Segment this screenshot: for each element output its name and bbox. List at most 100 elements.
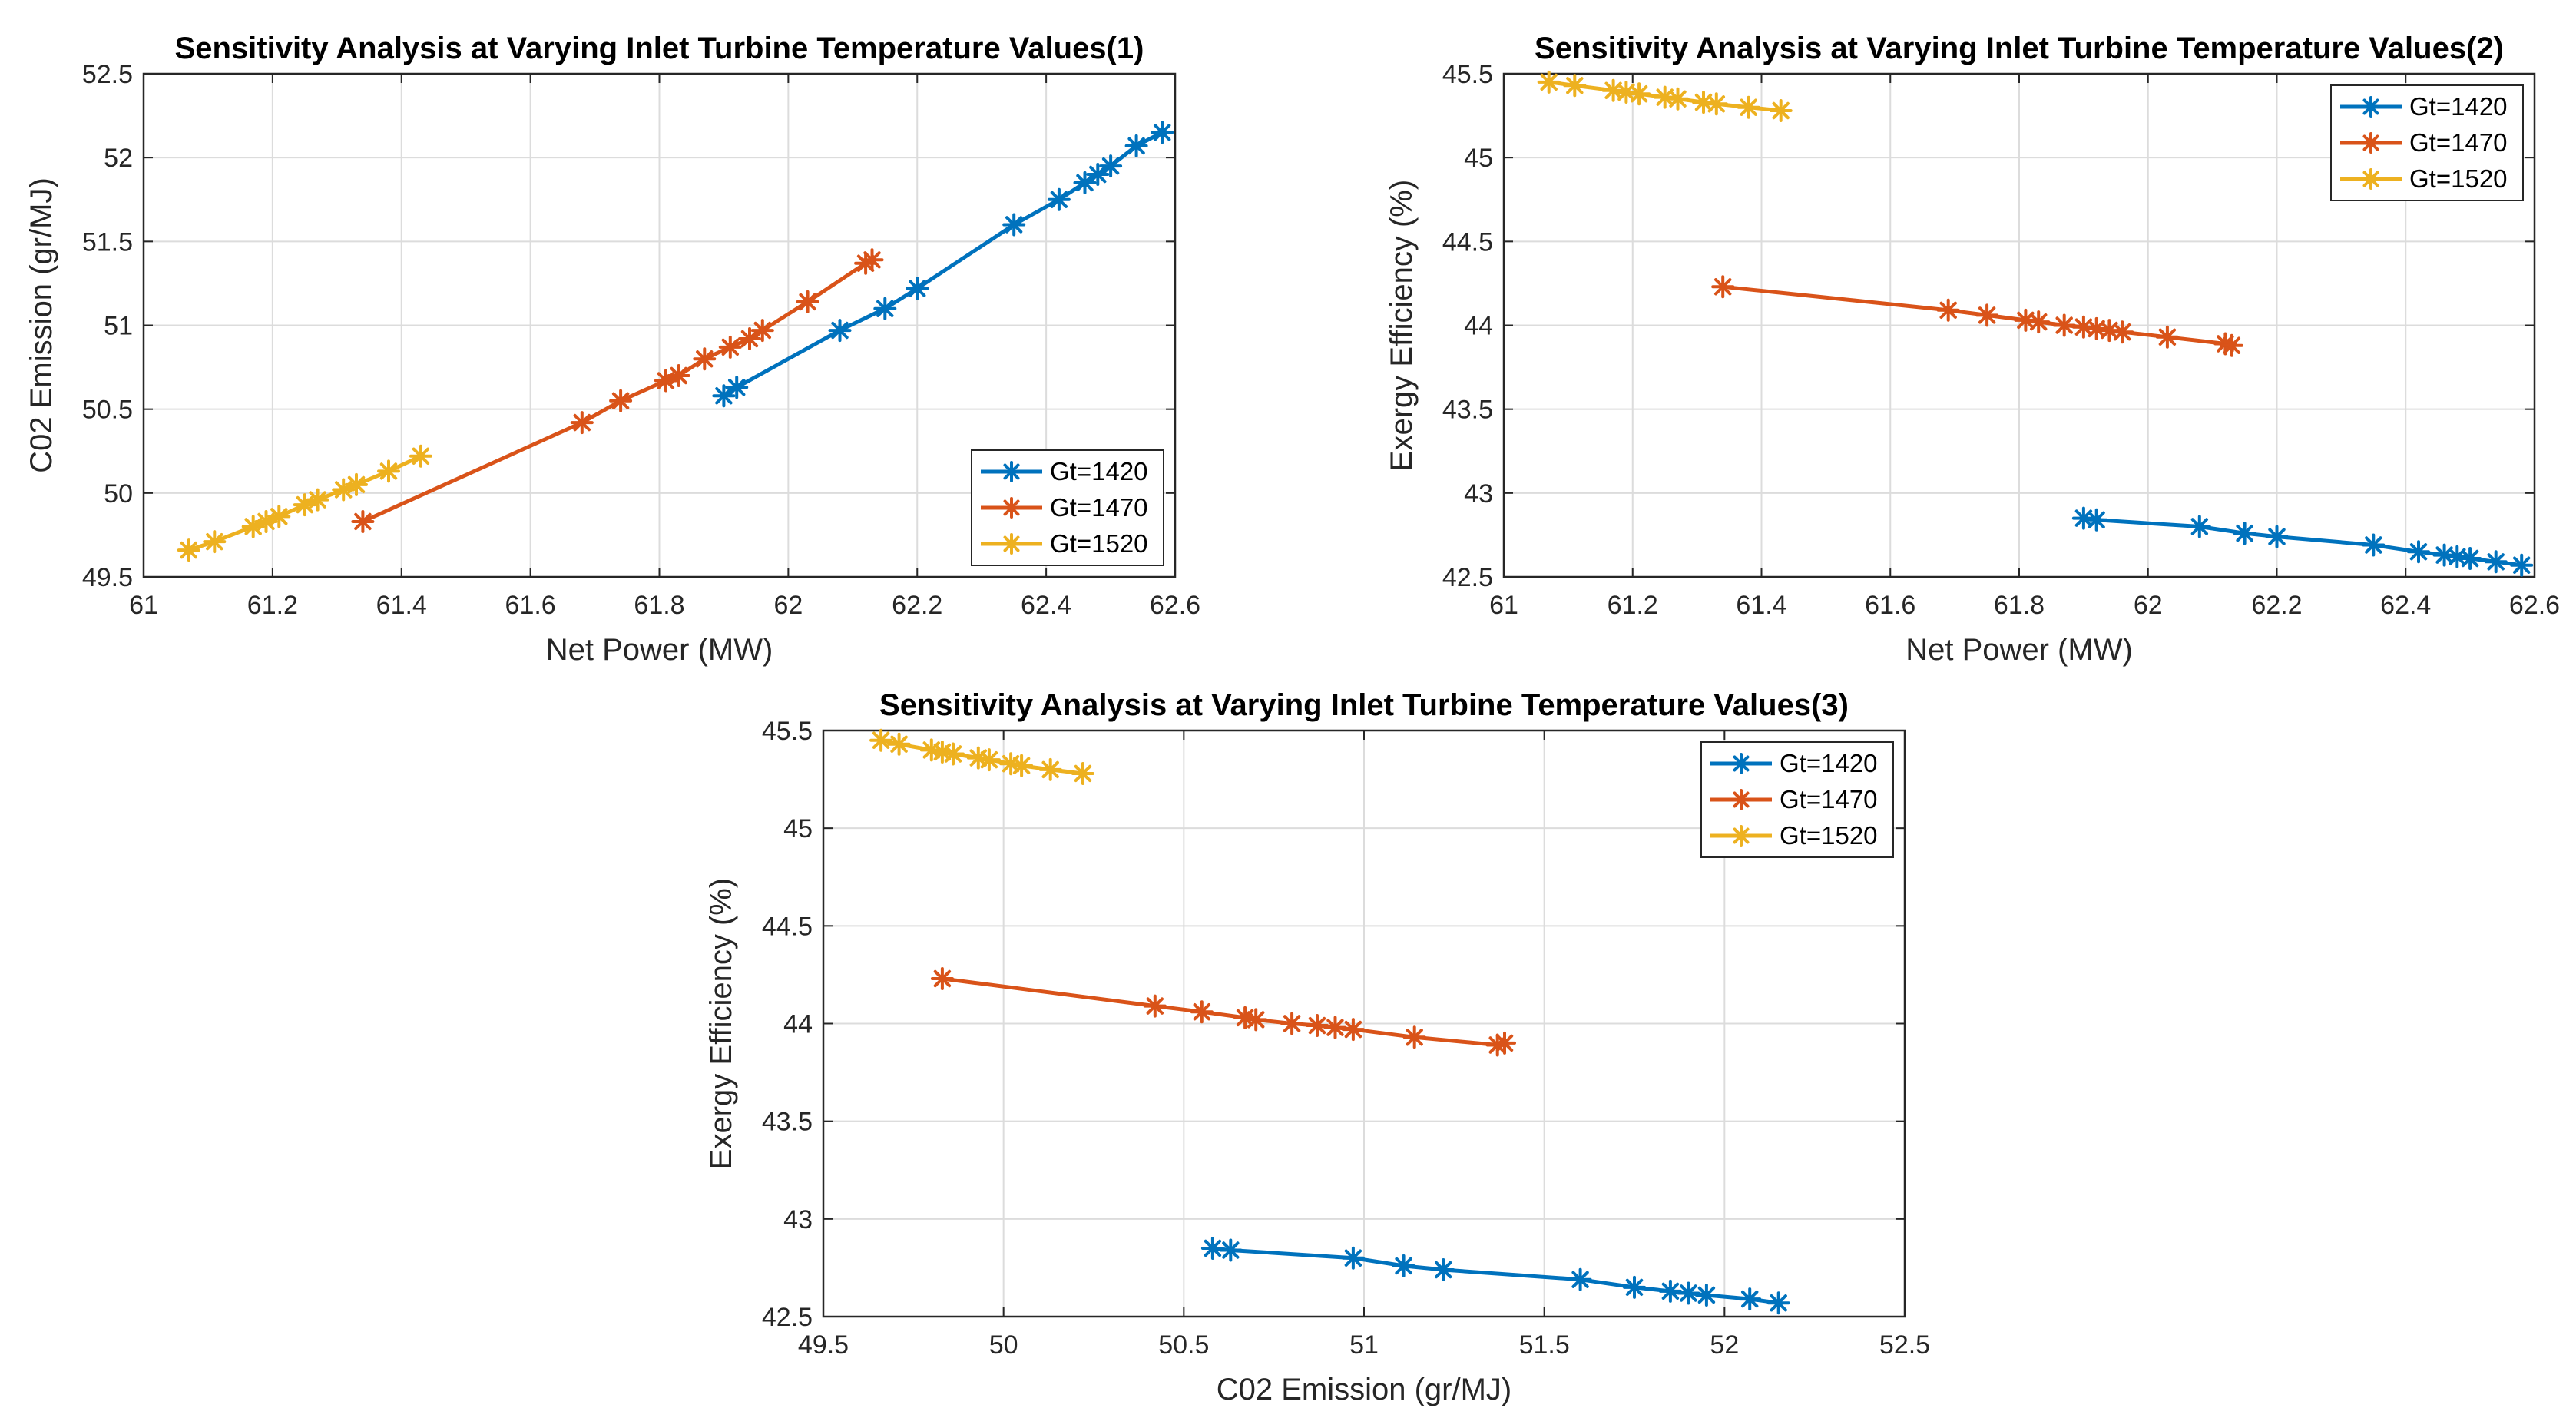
legend-label: Gt=1470 xyxy=(1050,493,1148,522)
data-point xyxy=(942,742,965,766)
data-point xyxy=(1341,1246,1365,1270)
data-point xyxy=(2014,308,2038,332)
data-point xyxy=(693,347,717,371)
x-tick-label: 49.5 xyxy=(798,1330,849,1360)
x-tick-label: 61.2 xyxy=(247,591,298,620)
data-point xyxy=(1738,1287,1762,1311)
y-tick-label: 52.5 xyxy=(82,60,133,89)
data-point xyxy=(2220,333,2243,357)
y-tick-label: 45.5 xyxy=(762,717,813,746)
data-point xyxy=(267,505,291,528)
x-tick-label: 52 xyxy=(1710,1330,1739,1360)
data-point xyxy=(1975,303,1999,327)
data-point xyxy=(2111,320,2134,344)
legend: Gt=1420 Gt=1470 Gt=1520 xyxy=(971,449,1164,566)
x-axis-label: C02 Emission (gr/MJ) xyxy=(1217,1373,1512,1406)
x-tick-label: 61.2 xyxy=(1608,591,1658,620)
x-tick-label: 62.6 xyxy=(1150,591,1200,620)
series-Gt=1520 xyxy=(177,444,432,562)
chart-title: Sensitivity Analysis at Varying Inlet Tu… xyxy=(175,31,1144,65)
x-tick-label: 62.4 xyxy=(1021,591,1071,620)
x-tick-label: 62 xyxy=(2134,591,2163,620)
data-point xyxy=(2187,515,2211,538)
data-point xyxy=(377,459,400,483)
data-point xyxy=(2233,522,2256,545)
series-Gt=1420 xyxy=(1200,1237,1790,1315)
data-point xyxy=(1392,1254,1415,1277)
legend-marker xyxy=(1001,461,1022,482)
y-tick-label: 51 xyxy=(104,312,133,341)
data-point xyxy=(2510,553,2534,577)
data-point xyxy=(2484,550,2508,574)
series-Gt=1470 xyxy=(1711,275,2243,357)
data-point xyxy=(2362,533,2386,557)
data-point xyxy=(1038,757,1062,781)
y-tick-label: 50 xyxy=(104,479,133,509)
data-point xyxy=(1563,74,1587,98)
legend-marker xyxy=(1730,789,1752,810)
data-point xyxy=(906,277,929,300)
data-point xyxy=(796,290,819,313)
data-point xyxy=(1071,762,1094,785)
data-point xyxy=(1341,1018,1365,1042)
series-Gt=1470 xyxy=(930,967,1516,1057)
chart-title: Sensitivity Analysis at Varying Inlet Tu… xyxy=(879,688,1849,722)
data-point xyxy=(1306,1014,1329,1037)
data-point xyxy=(1704,92,1728,116)
chart-title: Sensitivity Analysis at Varying Inlet Tu… xyxy=(1535,31,2504,65)
series-Gt=1470 xyxy=(351,248,884,533)
y-tick-label: 50.5 xyxy=(82,396,133,425)
data-point xyxy=(1627,82,1651,106)
data-point xyxy=(860,248,884,272)
data-point xyxy=(306,488,329,512)
data-point xyxy=(1124,134,1148,157)
data-point xyxy=(1936,298,1960,322)
data-point xyxy=(1568,1267,1592,1291)
data-point xyxy=(1402,1025,1426,1049)
data-point xyxy=(177,538,200,562)
data-point xyxy=(1666,87,1690,111)
series-Gt=1520 xyxy=(869,728,1094,785)
y-tick-label: 49.5 xyxy=(82,563,133,592)
legend: Gt=1420 Gt=1470 Gt=1520 xyxy=(1700,741,1894,858)
x-tick-label: 62.6 xyxy=(2509,591,2560,620)
y-tick-label: 43.5 xyxy=(1442,396,1493,425)
y-tick-label: 45.5 xyxy=(1442,60,1493,89)
data-point xyxy=(2458,547,2482,570)
data-point xyxy=(725,376,749,399)
series-line xyxy=(362,258,873,524)
chart-panel-1: 61 61.2 61.4 61.6 61.8 62 62.2 62.4 62.6 49.5 50 50… xyxy=(25,31,1200,667)
data-point xyxy=(873,297,897,320)
y-tick-label: 44.5 xyxy=(1442,227,1493,257)
x-tick-label: 62.2 xyxy=(2251,591,2302,620)
x-tick-label: 50 xyxy=(989,1330,1018,1360)
legend-marker xyxy=(2360,132,2382,154)
chart-panel-3: 49.5 50 50.5 51 51.5 52 52.5 42.5 43 43.5 44 44.5 45… xyxy=(704,688,1930,1406)
y-tick-label: 44.5 xyxy=(762,912,813,941)
data-point xyxy=(2052,313,2076,337)
data-point xyxy=(1190,1000,1214,1024)
data-point xyxy=(1151,121,1174,144)
data-point xyxy=(712,384,736,408)
legend-label: Gt=1470 xyxy=(1780,785,1878,813)
x-tick-label: 61.4 xyxy=(376,591,427,620)
data-point xyxy=(1086,163,1110,186)
data-point xyxy=(1711,275,1735,299)
y-tick-label: 44 xyxy=(783,1010,813,1039)
data-point xyxy=(203,530,227,554)
legend-marker xyxy=(1001,533,1022,555)
data-point xyxy=(1677,1281,1700,1305)
x-tick-label: 62.4 xyxy=(2380,591,2431,620)
data-point xyxy=(1493,1031,1516,1055)
data-point xyxy=(1099,154,1123,178)
legend-marker xyxy=(2360,96,2382,118)
x-tick-label: 52.5 xyxy=(1879,1330,1930,1360)
legend-marker xyxy=(2360,168,2382,190)
data-point xyxy=(887,732,911,756)
data-point xyxy=(828,319,852,343)
data-point xyxy=(345,472,368,496)
data-point xyxy=(2407,540,2430,564)
data-point xyxy=(1010,754,1034,777)
data-point xyxy=(1658,1279,1682,1303)
